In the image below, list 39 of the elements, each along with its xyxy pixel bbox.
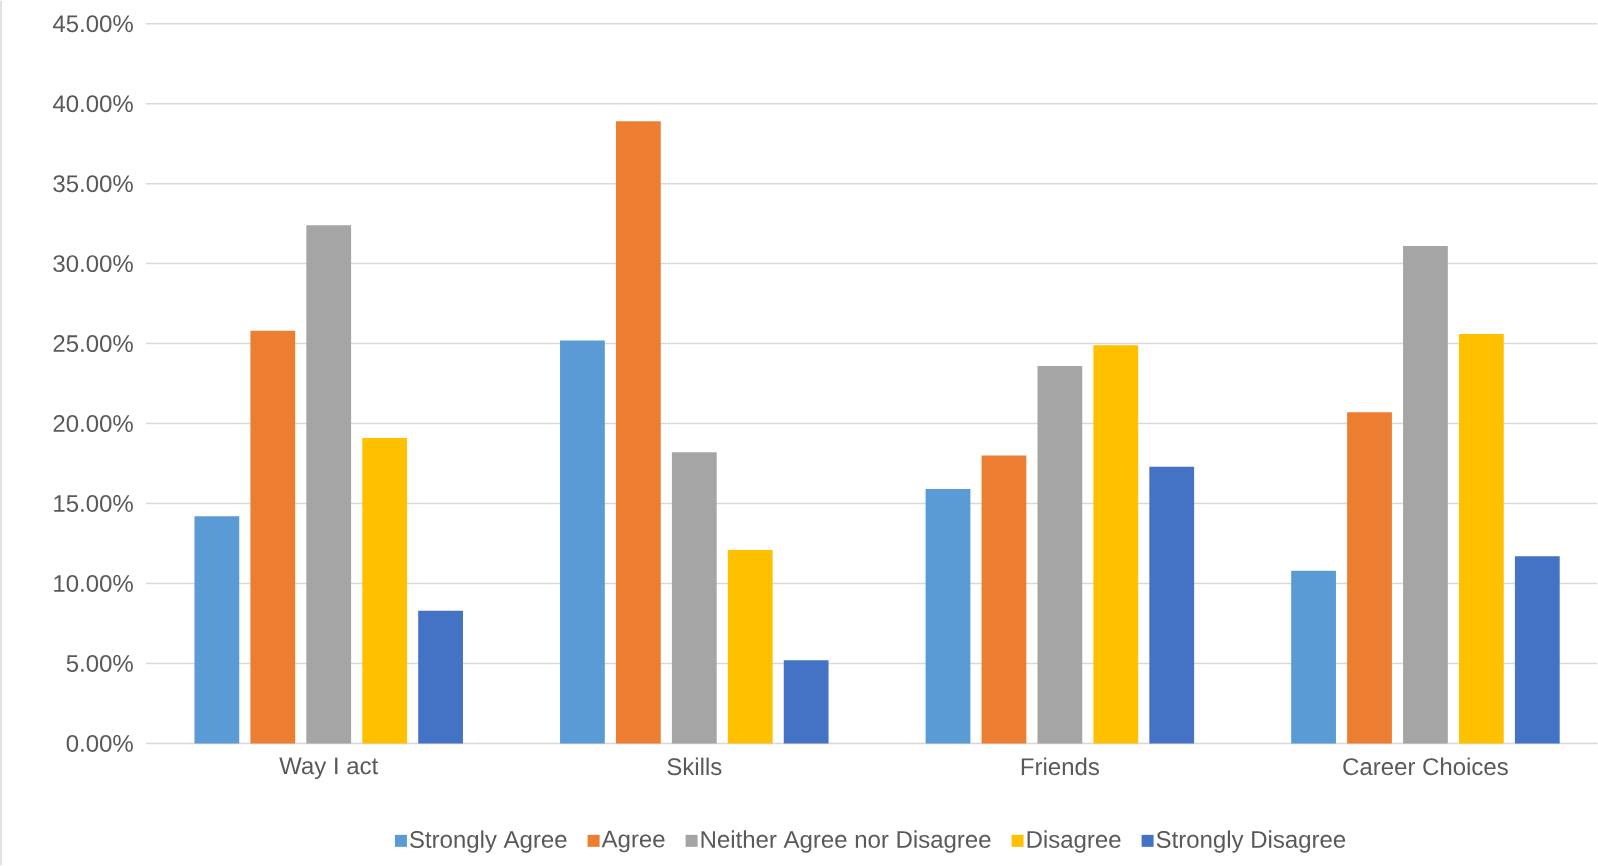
bar (1403, 245, 1448, 744)
y-tick-label: 35.00% (53, 175, 133, 193)
x-tick-label: Way I act (279, 757, 379, 780)
y-tick-label: 40.00% (52, 95, 133, 113)
y-tick-label: 15.00% (54, 494, 133, 512)
bar (1149, 466, 1195, 744)
legend-label: Agree (601, 830, 665, 853)
y-tick-label: 45.00% (52, 15, 133, 33)
bar (1037, 365, 1083, 744)
x-tick-label: Friends (1021, 757, 1099, 776)
y-tick-label: 20.00% (53, 415, 133, 432)
y-tick-label: 25.00% (53, 335, 133, 353)
legend-label: Disagree (1027, 830, 1121, 853)
bar (418, 610, 463, 744)
y-tick-label: 0.00% (66, 734, 133, 752)
bar (1514, 556, 1560, 744)
legend-label: Strongly Disagree (1156, 830, 1346, 853)
bar (727, 549, 773, 744)
bar (925, 489, 971, 744)
y-tick-label: 10.00% (54, 574, 133, 592)
bar (560, 340, 605, 744)
bar (194, 516, 240, 744)
bar (362, 437, 408, 744)
legend-label: Strongly Agree (410, 830, 567, 853)
y-tick-label: 30.00% (53, 255, 133, 273)
bar (1347, 412, 1392, 744)
bar (250, 330, 296, 744)
bar (306, 225, 352, 744)
bar (981, 455, 1027, 744)
bar (1093, 345, 1139, 744)
bar (783, 660, 829, 744)
bar (1291, 570, 1336, 744)
x-tick-label: Career Choices (1343, 757, 1508, 776)
bar (1458, 333, 1504, 744)
bar (671, 452, 717, 744)
x-tick-label: Skills (667, 757, 722, 776)
legend-label: Neither Agree nor Disagree (701, 830, 991, 853)
y-tick-label: 5.00% (66, 654, 133, 672)
bar (615, 121, 661, 744)
